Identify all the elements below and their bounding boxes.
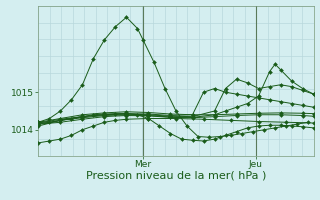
X-axis label: Pression niveau de la mer( hPa ): Pression niveau de la mer( hPa ): [86, 171, 266, 181]
